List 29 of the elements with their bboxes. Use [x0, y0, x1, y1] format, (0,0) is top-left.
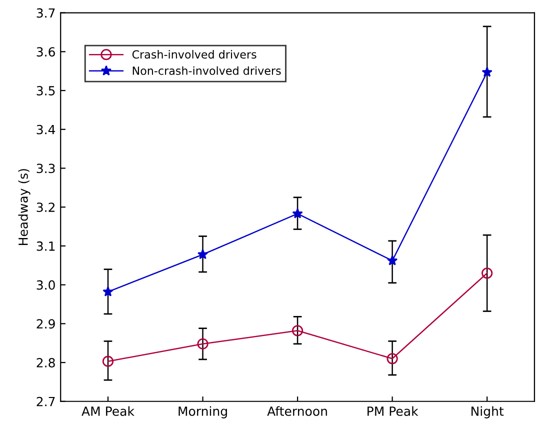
point [292, 208, 303, 218]
y-tick-label: 3.4 [36, 124, 56, 134]
y-tick-label: 3.3 [36, 164, 55, 174]
x-tick-label: AM Peak [82, 406, 134, 416]
point [386, 353, 398, 364]
y-tick-label: 3.7 [36, 8, 55, 18]
y-tick-label: 3.5 [36, 86, 55, 96]
point [386, 255, 398, 266]
legend-label: Non-crash-involved drivers [132, 66, 281, 75]
y-axis-title: Headway (s) [18, 169, 30, 245]
x-tick-label: Afternoon [267, 406, 327, 416]
y-tick-label: 2.7 [36, 396, 55, 406]
y-tick-label: 2.9 [36, 319, 55, 329]
x-tick-label: Night [472, 406, 504, 418]
y-tick-label: 3.0 [36, 280, 55, 290]
point [482, 66, 492, 77]
y-tick-label: 3.1 [36, 241, 55, 251]
point [197, 248, 208, 260]
point [197, 338, 208, 350]
point [292, 325, 304, 336]
y-tick-label: 2.8 [36, 358, 55, 368]
y-tick-label: 3.2 [36, 202, 54, 212]
x-tick-label: Morning [178, 406, 227, 418]
legend-label: Crash-involved drivers [132, 50, 256, 59]
point [102, 286, 114, 296]
point [102, 356, 114, 367]
y-tick-label: 3.6 [36, 47, 55, 57]
point [482, 268, 493, 279]
x-tick-label: PM Peak [368, 406, 418, 416]
